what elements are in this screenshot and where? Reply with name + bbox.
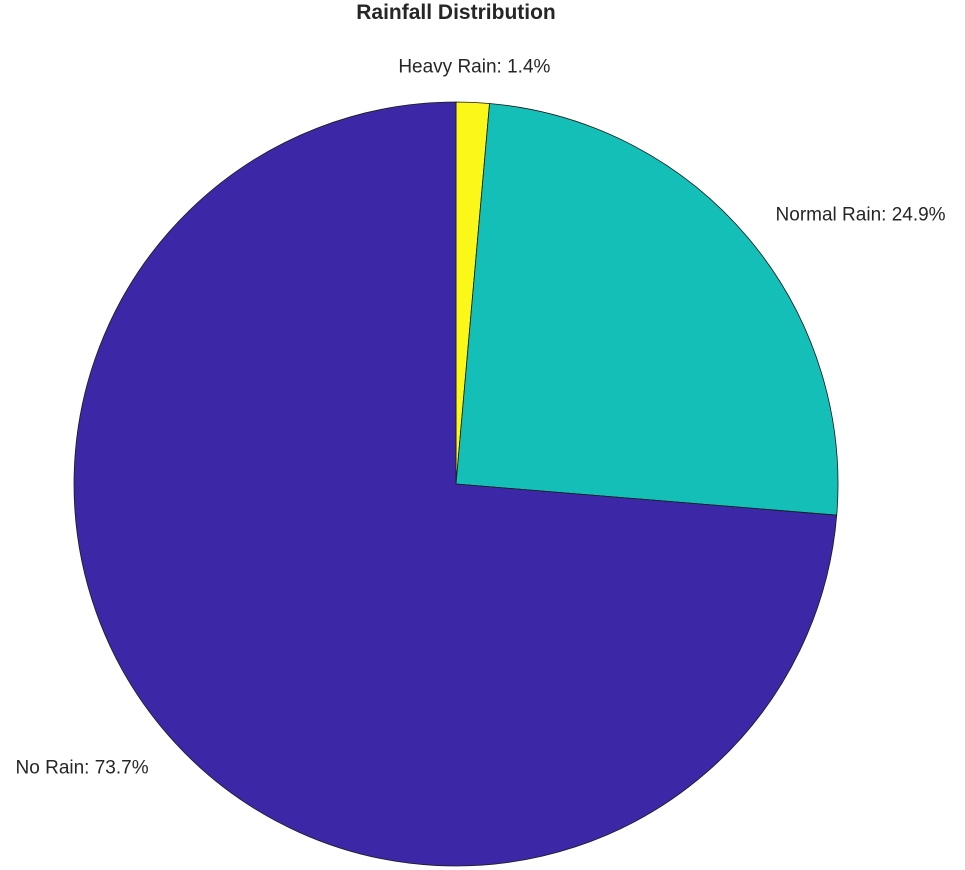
pie-labels: Heavy Rain: 1.4% Normal Rain: 24.9% No Rai…	[16, 56, 946, 778]
pie-slice-normal-rain	[455, 103, 839, 516]
pie-label-no-rain: No Rain: 73.7%	[16, 757, 149, 778]
pie-slice-no-rain	[73, 101, 838, 867]
chart-title: Rainfall Distribution	[356, 1, 556, 24]
pie-label-heavy-rain: Heavy Rain: 1.4%	[398, 56, 550, 77]
pie-label-normal-rain: Normal Rain: 24.9%	[776, 205, 946, 226]
pie-slices	[73, 101, 839, 867]
